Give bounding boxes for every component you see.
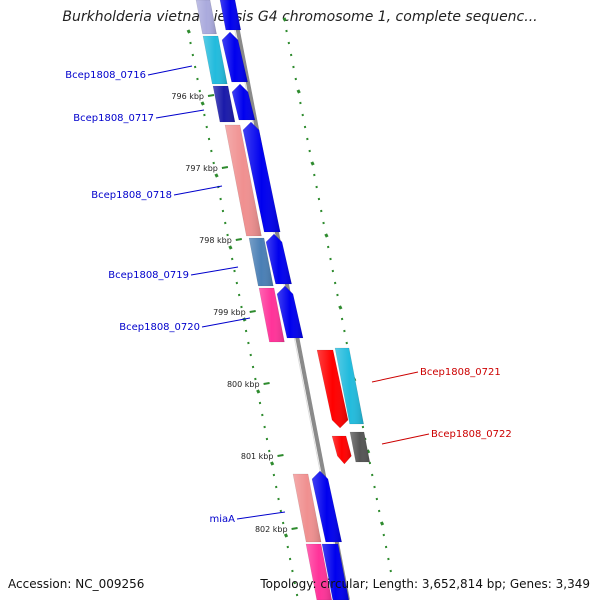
scale-label: 798 kbp (199, 236, 232, 245)
scale-label: 802 kbp (255, 525, 288, 534)
gene-block-0722-shade (350, 432, 370, 462)
tick-mark (310, 161, 315, 166)
scale-tick (291, 527, 298, 530)
scale-tick (263, 382, 270, 385)
leader-line (147, 65, 193, 76)
tick-mark (200, 101, 205, 106)
tick-mark (256, 389, 261, 394)
tick-mark (366, 449, 371, 454)
cds-forward-upstream-shade (220, 0, 241, 30)
label-leaders (147, 65, 430, 520)
gene-label-Bcep1808_0717[interactable]: Bcep1808_0717 (73, 113, 154, 124)
gene-block-0720-shade (259, 288, 285, 342)
cds-forward-0716-shade (222, 32, 248, 82)
scale-label: 800 kbp (227, 380, 260, 389)
gene-label-Bcep1808_0720[interactable]: Bcep1808_0720 (119, 322, 200, 333)
leader-line (236, 511, 286, 520)
cds-forward-0719-shade (266, 234, 292, 284)
inner-tick-track (186, 29, 299, 597)
scale-tick (207, 94, 215, 97)
tick-mark (186, 29, 191, 34)
scale-tick (277, 454, 284, 457)
gene-label-miaA[interactable]: miaA (210, 514, 236, 525)
gene-block-upstream-shade (196, 0, 217, 34)
feature-layer (195, 0, 371, 600)
gene-block-0716-shade (203, 36, 228, 84)
label-layer: 796 kbp 797 kbp 798 kbp 799 kbp 800 kbp 801 k… (65, 70, 512, 534)
tick-mark (282, 17, 287, 22)
gene-block-0718-shade (225, 125, 262, 236)
leader-line (381, 433, 430, 445)
scale-tick (221, 166, 229, 169)
tick-mark (214, 173, 219, 178)
map-title: Burkholderia vietnamiensis G4 chromosome… (62, 9, 538, 25)
scale-label: 799 kbp (213, 308, 246, 317)
gene-label-Bcep1808_0719[interactable]: Bcep1808_0719 (108, 270, 189, 281)
leader-line (371, 371, 419, 383)
cds-forward-0718-shade (243, 122, 281, 232)
cds-reverse-0722-shade (332, 436, 352, 464)
scale-label: 801 kbp (241, 452, 274, 461)
gene-label-Bcep1808_0718[interactable]: Bcep1808_0718 (91, 190, 172, 201)
accession-text: Accession: NC_009256 (8, 577, 145, 591)
tick-mark (379, 521, 385, 526)
scale-label: 797 kbp (185, 164, 218, 173)
leader-line (190, 266, 239, 276)
cds-forward-0720-shade (277, 286, 304, 338)
tick-mark (324, 233, 329, 238)
cds-forward-miaA-shade (312, 471, 342, 542)
gene-label-Bcep1808_0716[interactable]: Bcep1808_0716 (65, 70, 146, 81)
scale-tick (235, 238, 242, 241)
tick-mark (338, 305, 343, 310)
gene-label-Bcep1808_0721[interactable]: Bcep1808_0721 (420, 367, 501, 378)
leader-line (155, 109, 205, 119)
gene-block-downstream-shade (306, 544, 332, 600)
scale-tick (249, 310, 256, 313)
cds-forward-downstream-shade (322, 544, 349, 600)
gene-block-0719-shade (249, 238, 274, 286)
leader-line (201, 317, 251, 328)
tick-mark (270, 461, 275, 466)
leader-line (173, 185, 223, 196)
tick-mark (228, 245, 233, 250)
cds-forward-0717-shade (232, 84, 255, 120)
tick-mark (283, 533, 289, 538)
gene-label-Bcep1808_0722[interactable]: Bcep1808_0722 (431, 429, 512, 440)
gene-block-miaA-shade (293, 474, 322, 542)
tick-mark (296, 89, 301, 94)
cds-reverse-0721-shade (317, 350, 349, 428)
scale-label: 796 kbp (171, 92, 204, 101)
summary-text: Topology: circular; Length: 3,652,814 bp… (260, 577, 590, 591)
gene-block-0721-shade (335, 348, 364, 424)
gene-block-0717-shade (213, 86, 235, 122)
